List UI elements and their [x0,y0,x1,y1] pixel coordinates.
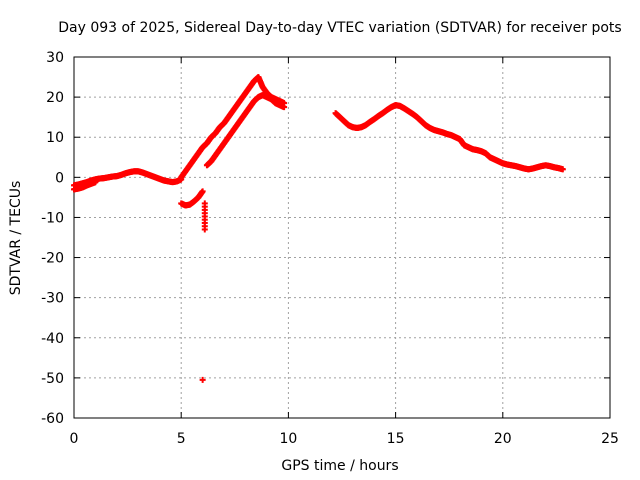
ticks [73,56,611,419]
plot-frame [73,56,611,419]
y-tick-label: -10 [41,210,64,226]
data-point-marker [199,376,206,383]
y-tick-label: 20 [46,90,64,106]
y-axis-label: SDTVAR / TECUs [8,181,24,296]
data-point-marker [92,179,99,186]
x-tick-label: 5 [177,431,186,447]
data-point-marker [201,226,208,233]
y-tick-label: -50 [41,371,64,387]
x-tick-label: 10 [279,431,297,447]
x-tick-label: 0 [70,431,79,447]
x-tick-label: 25 [601,431,619,447]
grid [74,57,610,418]
y-tick-label: -30 [41,291,64,307]
chart-title: Day 093 of 2025, Sidereal Day-to-day VTE… [58,20,621,36]
y-tick-labels: -60 -50 -40 -30 -20 -10 0 10 20 30 [41,50,64,427]
y-tick-label: -60 [41,411,64,427]
y-tick-label: 0 [55,170,64,186]
data-markers [71,74,566,383]
x-tick-label: 15 [387,431,405,447]
data-point-marker [199,188,206,195]
data-point-marker [559,166,566,173]
y-tick-label: 10 [46,130,64,146]
data-point-marker [281,104,288,111]
y-tick-label: -20 [41,251,64,267]
x-axis-label: GPS time / hours [281,458,398,474]
x-tick-label: 20 [494,431,512,447]
y-tick-label: 30 [46,50,64,66]
x-tick-labels: 0 5 10 15 20 25 [70,431,619,447]
y-tick-label: -40 [41,331,64,347]
